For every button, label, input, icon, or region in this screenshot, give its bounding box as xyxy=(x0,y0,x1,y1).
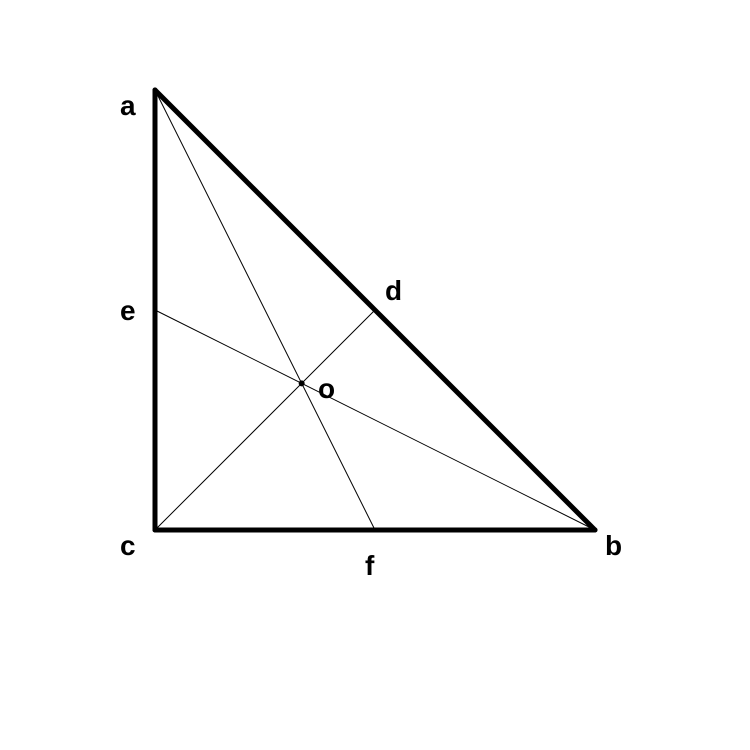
label-f: f xyxy=(365,550,375,581)
label-b: b xyxy=(605,530,622,561)
label-e: e xyxy=(120,295,136,326)
centroid-point xyxy=(299,380,305,386)
points-group xyxy=(299,380,305,386)
labels-group: a b c d e f o xyxy=(120,90,622,581)
triangle-diagram: a b c d e f o xyxy=(0,0,750,750)
label-d: d xyxy=(385,275,402,306)
median-a-f xyxy=(155,90,375,530)
label-o: o xyxy=(318,373,335,404)
median-b-e xyxy=(155,310,595,530)
median-c-d xyxy=(155,310,375,530)
label-c: c xyxy=(120,530,136,561)
label-a: a xyxy=(120,90,136,121)
